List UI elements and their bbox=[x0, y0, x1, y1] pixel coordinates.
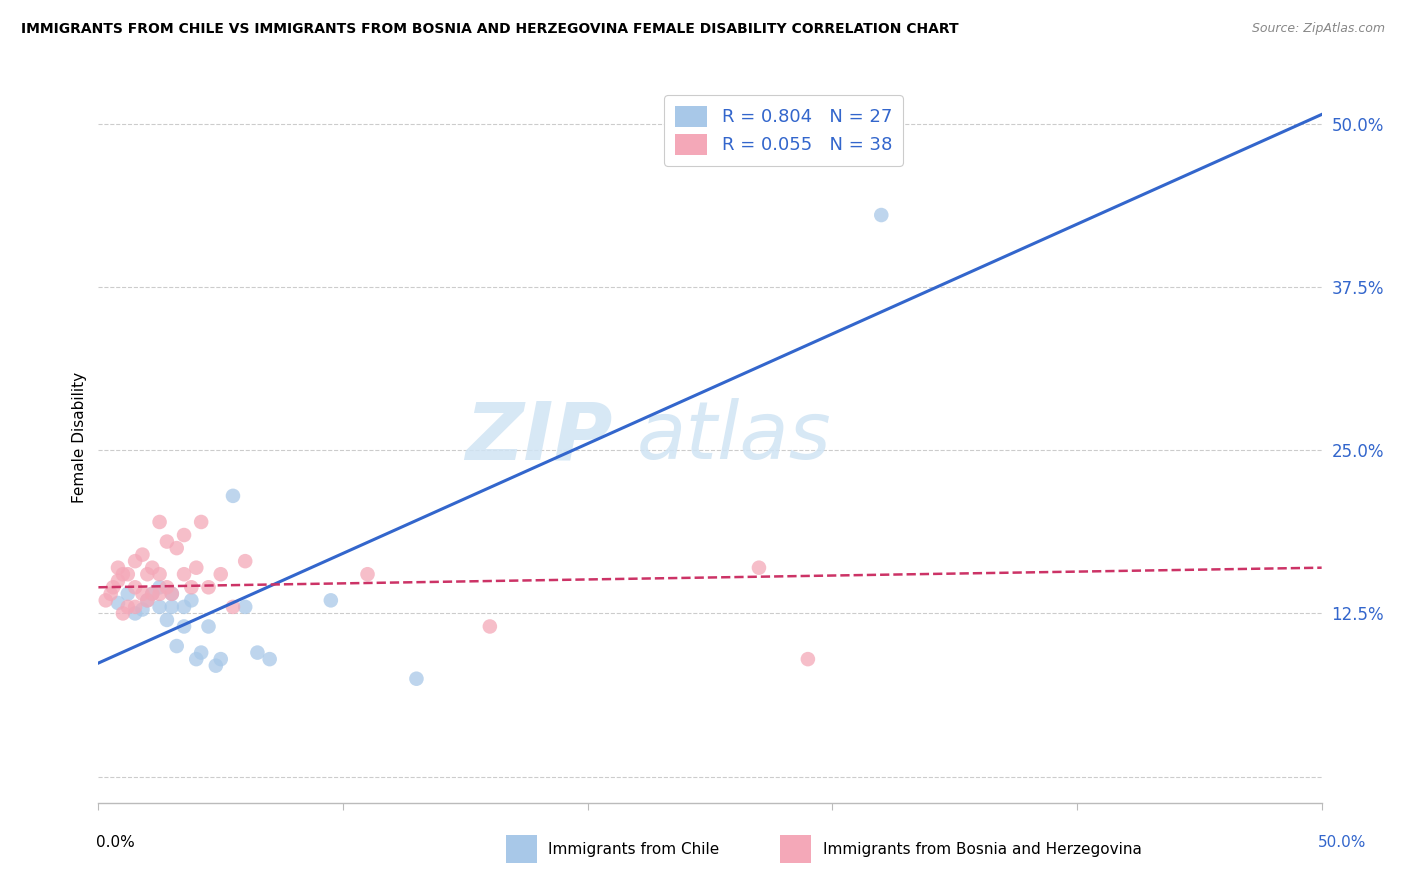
Point bbox=[131, 602, 153, 616]
Legend: R = 0.804   N = 27, R = 0.055   N = 38: R = 0.804 N = 27, R = 0.055 N = 38 bbox=[664, 95, 903, 166]
Point bbox=[149, 515, 172, 529]
Point bbox=[124, 599, 146, 614]
Point bbox=[149, 587, 172, 601]
Text: Immigrants from Chile: Immigrants from Chile bbox=[548, 842, 720, 856]
Point bbox=[233, 554, 256, 568]
Text: 50.0%: 50.0% bbox=[1319, 836, 1367, 850]
Point bbox=[319, 593, 342, 607]
Point bbox=[190, 515, 212, 529]
Point bbox=[870, 208, 893, 222]
Text: Immigrants from Bosnia and Herzegovina: Immigrants from Bosnia and Herzegovina bbox=[823, 842, 1142, 856]
Point bbox=[186, 652, 208, 666]
Point bbox=[136, 567, 159, 582]
Point bbox=[107, 560, 129, 574]
Point bbox=[748, 560, 770, 574]
Point bbox=[166, 541, 188, 555]
Point bbox=[173, 528, 195, 542]
Point bbox=[124, 554, 146, 568]
Point bbox=[222, 489, 245, 503]
Point bbox=[222, 599, 245, 614]
Point bbox=[117, 599, 139, 614]
Point bbox=[156, 613, 179, 627]
Point bbox=[173, 567, 195, 582]
Point bbox=[124, 580, 146, 594]
Point bbox=[156, 580, 179, 594]
Text: 0.0%: 0.0% bbox=[96, 836, 135, 850]
Point bbox=[160, 587, 183, 601]
Point bbox=[209, 567, 232, 582]
Point bbox=[356, 567, 378, 582]
Point bbox=[149, 599, 172, 614]
Text: IMMIGRANTS FROM CHILE VS IMMIGRANTS FROM BOSNIA AND HERZEGOVINA FEMALE DISABILIT: IMMIGRANTS FROM CHILE VS IMMIGRANTS FROM… bbox=[21, 22, 959, 37]
Point bbox=[180, 580, 202, 594]
Point bbox=[111, 607, 134, 621]
Point bbox=[101, 580, 124, 594]
Text: Source: ZipAtlas.com: Source: ZipAtlas.com bbox=[1251, 22, 1385, 36]
Point bbox=[131, 587, 153, 601]
Point bbox=[197, 619, 219, 633]
Point bbox=[141, 587, 163, 601]
Point bbox=[180, 593, 202, 607]
Point bbox=[141, 560, 163, 574]
Point bbox=[156, 534, 179, 549]
Point bbox=[94, 593, 117, 607]
Point bbox=[209, 652, 232, 666]
Point bbox=[136, 593, 159, 607]
Point bbox=[478, 619, 501, 633]
Point bbox=[173, 619, 195, 633]
Point bbox=[100, 587, 122, 601]
Point bbox=[117, 567, 139, 582]
Point bbox=[117, 587, 139, 601]
Point bbox=[141, 587, 163, 601]
Point bbox=[186, 560, 208, 574]
Point bbox=[259, 652, 281, 666]
Point bbox=[197, 580, 219, 594]
Point bbox=[107, 574, 129, 588]
Point bbox=[124, 607, 146, 621]
Point bbox=[149, 567, 172, 582]
Point bbox=[136, 593, 159, 607]
Point bbox=[149, 580, 172, 594]
Point bbox=[131, 548, 153, 562]
Text: ZIP: ZIP bbox=[465, 398, 612, 476]
Y-axis label: Female Disability: Female Disability bbox=[72, 371, 87, 503]
Point bbox=[160, 587, 183, 601]
Point bbox=[111, 567, 134, 582]
Point bbox=[205, 658, 228, 673]
Text: atlas: atlas bbox=[637, 398, 831, 476]
Point bbox=[246, 646, 269, 660]
Point bbox=[797, 652, 820, 666]
Point bbox=[107, 596, 129, 610]
Point bbox=[173, 599, 195, 614]
Point bbox=[405, 672, 427, 686]
Point bbox=[166, 639, 188, 653]
Point bbox=[233, 599, 256, 614]
Point bbox=[190, 646, 212, 660]
Point bbox=[160, 599, 183, 614]
